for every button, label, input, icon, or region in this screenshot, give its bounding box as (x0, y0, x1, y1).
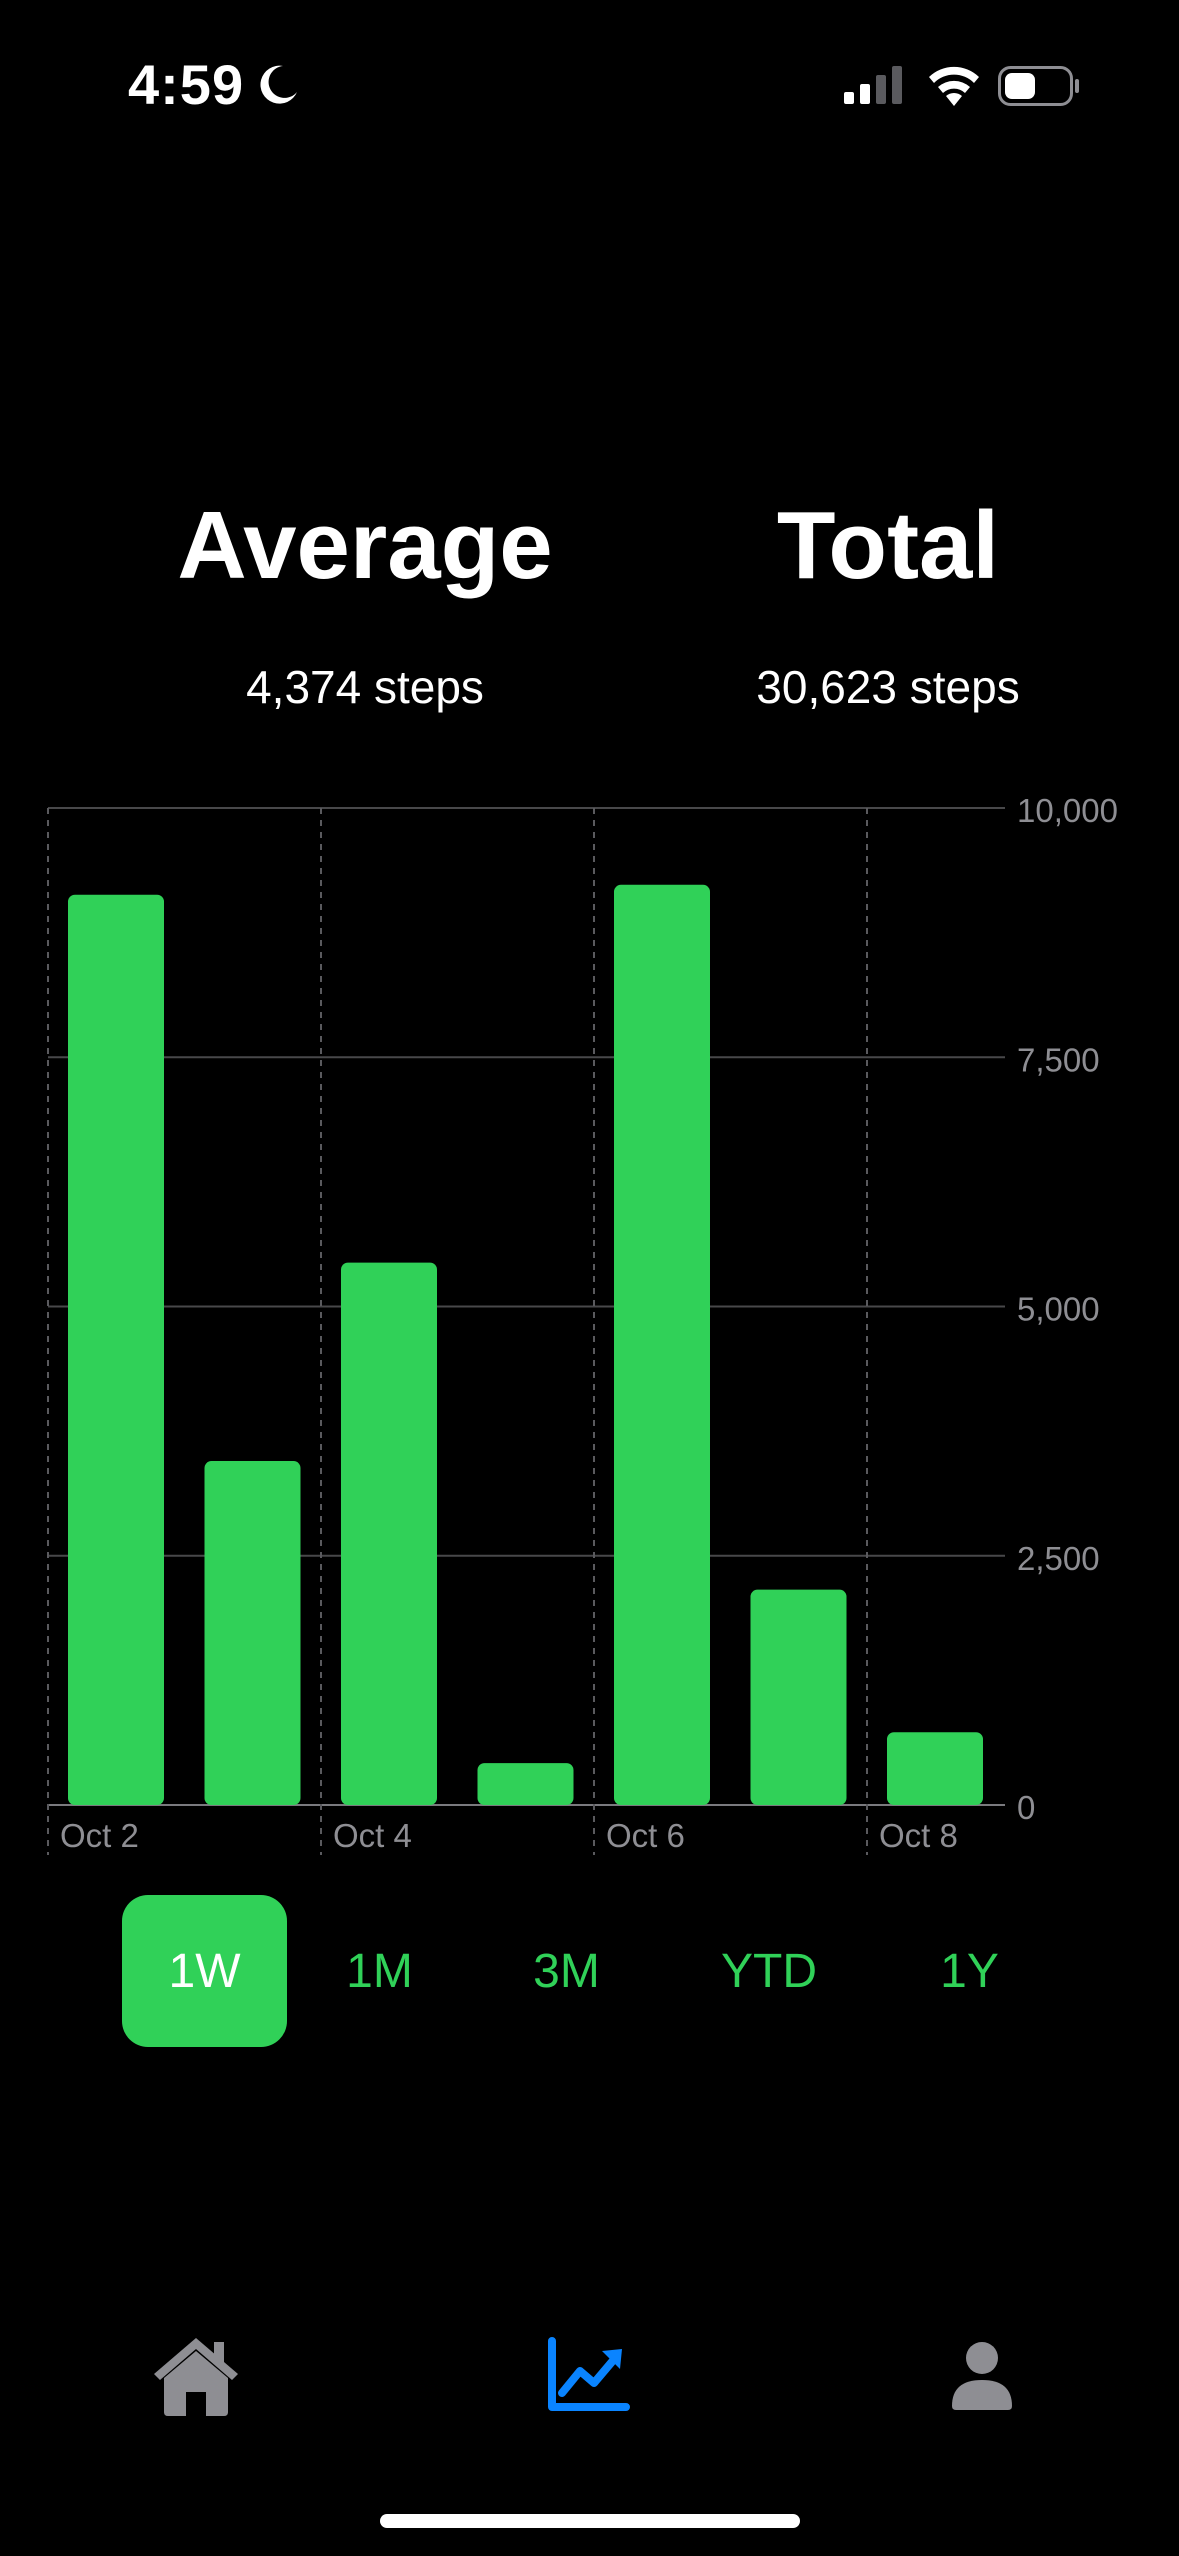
home-indicator[interactable] (380, 2514, 800, 2528)
average-value: 4,374 steps (155, 660, 575, 714)
bar-oct-2 (68, 895, 164, 1805)
chart-trend-icon (546, 2337, 630, 2413)
tab-trends[interactable] (533, 2320, 643, 2430)
status-bar: 4:59 (0, 0, 1179, 170)
bar-oct-6 (614, 885, 710, 1805)
range-option-ytd[interactable]: YTD (684, 1895, 854, 2047)
average-stat: Average 4,374 steps (155, 480, 575, 714)
home-icon (150, 2334, 242, 2416)
moon-icon (255, 62, 301, 108)
battery-icon (998, 66, 1080, 106)
steps-bar-chart: 0 2,500 5,000 7,500 10,000 Oct 2 Oct 4 Oct 6 Oct… (0, 780, 1179, 1870)
range-option-1m[interactable]: 1M (307, 1895, 452, 2047)
tab-home[interactable] (141, 2320, 251, 2430)
range-option-1y[interactable]: 1Y (897, 1895, 1042, 2047)
range-option-3m[interactable]: 3M (494, 1895, 639, 2047)
bar-oct-4 (341, 1263, 437, 1805)
x-tick-label: Oct 2 (60, 1817, 139, 1854)
tab-profile[interactable] (927, 2320, 1037, 2430)
person-icon (950, 2340, 1014, 2410)
range-selector[interactable]: 1W 1M 3M YTD 1Y (122, 1895, 1042, 2047)
status-time: 4:59 (128, 52, 244, 117)
x-tick-label: Oct 6 (606, 1817, 685, 1854)
y-tick-label: 0 (1017, 1789, 1035, 1826)
cellular-signal-icon (844, 64, 904, 106)
y-tick-label: 2,500 (1017, 1540, 1100, 1577)
summary-stats: Average 4,374 steps Total 30,623 steps (0, 480, 1179, 740)
total-label: Total (678, 498, 1098, 594)
x-tick-label: Oct 4 (333, 1817, 412, 1854)
bar-oct-7 (751, 1590, 847, 1805)
x-tick-label: Oct 8 (879, 1817, 958, 1854)
tab-bar (0, 2300, 1179, 2440)
steps-chart: 0 2,500 5,000 7,500 10,000 Oct 2 Oct 4 Oct 6 Oct… (0, 780, 1179, 1870)
bar-oct-8 (887, 1732, 983, 1805)
y-tick-label: 5,000 (1017, 1291, 1100, 1328)
range-option-1w[interactable]: 1W (122, 1895, 287, 2047)
wifi-icon (924, 62, 984, 108)
total-stat: Total 30,623 steps (678, 480, 1098, 714)
bar-oct-5 (478, 1763, 574, 1805)
average-label: Average (155, 498, 575, 594)
bar-oct-3 (205, 1461, 301, 1805)
y-tick-label: 10,000 (1017, 792, 1118, 829)
total-value: 30,623 steps (678, 660, 1098, 714)
y-tick-label: 7,500 (1017, 1041, 1100, 1078)
